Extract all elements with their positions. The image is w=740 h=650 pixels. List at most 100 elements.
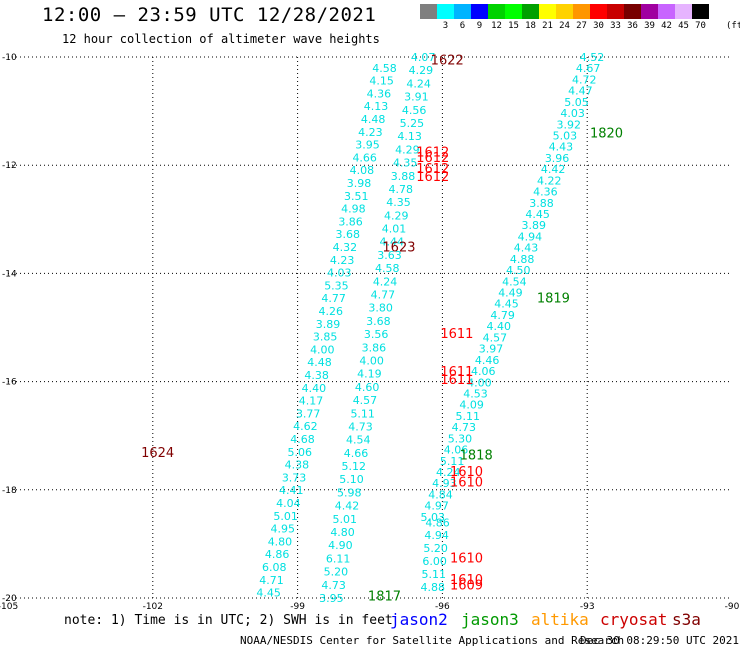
- legend-swatch: 15: [505, 4, 522, 31]
- wave-height-label: 5.01: [273, 510, 298, 523]
- wave-height-label: 4.94: [424, 529, 449, 542]
- wave-height-label: 4.06: [444, 444, 469, 457]
- wave-height-label: 4.56: [402, 104, 427, 117]
- wave-height-label: 4.67: [576, 62, 601, 75]
- legend-swatch: 45: [675, 4, 692, 31]
- pass-time-label: 1611: [440, 327, 473, 342]
- legend-swatch: 30: [590, 4, 607, 31]
- wave-height-label: 3.95: [319, 592, 344, 605]
- wave-height-label: 4.00: [467, 376, 492, 389]
- wave-height-label: 5.11: [421, 568, 446, 581]
- wave-height-label: 4.45: [494, 298, 519, 311]
- lat-tick-label: -10: [2, 53, 17, 63]
- wave-height-label: 4.03: [327, 267, 352, 280]
- wave-height-label: 4.68: [290, 433, 315, 446]
- satellite-label-jason2: jason2: [390, 610, 448, 629]
- legend-swatch: 42: [658, 4, 675, 31]
- legend-swatch-label: 30: [593, 21, 604, 31]
- wave-height-label: 4.73: [452, 421, 477, 434]
- wave-height-label: 4.06: [471, 365, 496, 378]
- pass-time-label: 1611: [440, 373, 473, 388]
- wave-height-label: 4.04: [276, 497, 301, 510]
- map-title: 12:00 – 23:59 UTC 12/28/2021: [42, 4, 377, 26]
- wave-height-label: 3.96: [545, 152, 570, 165]
- wave-height-label: 4.58: [375, 262, 400, 275]
- wave-height-label: 4.38: [304, 369, 329, 382]
- legend-swatch-label: 6: [459, 21, 466, 31]
- wave-height-label: 3.89: [316, 318, 341, 331]
- wave-height-label: 5.20: [423, 542, 448, 555]
- wave-height-label: 3.68: [366, 315, 391, 328]
- lon-tick-label: -93: [580, 602, 595, 610]
- pass-time-label: 1611: [440, 365, 473, 380]
- wave-height-label: 4.47: [568, 85, 593, 98]
- wave-height-label: 3.85: [313, 331, 338, 344]
- wave-height-label: 4.43: [514, 242, 539, 255]
- wave-height-label: 4.23: [358, 126, 383, 139]
- wave-height-label: 4.48: [307, 356, 332, 369]
- wave-height-label: 5.10: [339, 473, 364, 486]
- pass-time-label: 1624: [141, 446, 174, 461]
- wave-height-label: 4.38: [285, 459, 310, 472]
- wave-height-label: 4.15: [369, 75, 394, 88]
- wave-height-label: 5.12: [342, 460, 367, 473]
- wave-height-label: 4.09: [459, 399, 484, 412]
- map-subtitle: 12 hour collection of altimeter wave hei…: [62, 32, 380, 46]
- wave-height-label: 3.63: [377, 249, 402, 262]
- satellite-label-jason3: jason3: [461, 610, 519, 629]
- wave-height-label: 5.01: [333, 513, 358, 526]
- wave-height-label: 4.35: [386, 196, 411, 209]
- wave-height-label: 4.57: [483, 331, 508, 344]
- wave-height-label: 5.05: [564, 96, 589, 109]
- wave-height-label: 4.00: [310, 343, 335, 356]
- legend-swatch-label: 27: [576, 21, 587, 31]
- wave-height-label: 4.01: [382, 223, 407, 236]
- wave-height-label: 4.42: [335, 500, 360, 513]
- wave-height-map: -105 -102 -99 -96 -93 -90 -10 -12 -14 -16 -18 -20 4.…: [0, 51, 740, 610]
- legend-swatch: 6: [454, 4, 471, 31]
- pass-time-label: 1623: [382, 240, 415, 255]
- wave-height-label: 4.44: [380, 236, 405, 249]
- wave-height-label: 4.73: [348, 420, 373, 433]
- wave-height-label: 4.73: [321, 579, 346, 592]
- wave-height-label: 4.80: [268, 535, 293, 548]
- wave-height-label: 4.22: [537, 174, 562, 187]
- wave-height-label: 3.95: [355, 139, 380, 152]
- wave-height-label: 4.07: [411, 51, 436, 64]
- wave-height-label: 4.08: [350, 164, 375, 177]
- pass-time-label: 1818: [460, 449, 493, 464]
- color-legend: 3 6 9 12 15 18 21 24 27 30 33 36 39 42 45 70: [420, 4, 709, 31]
- wave-height-label: 4.90: [328, 539, 353, 552]
- wave-height-label: 4.48: [361, 113, 386, 126]
- wave-height-label: 4.40: [302, 382, 327, 395]
- wave-height-label: 6.00: [422, 555, 447, 568]
- wave-height-label: 4.24: [436, 466, 461, 479]
- pass-time-label: 1612: [416, 162, 449, 177]
- lat-tick-label: -12: [2, 161, 17, 171]
- satellite-label-altika: altika: [531, 610, 589, 629]
- wave-height-label: 4.45: [525, 208, 550, 221]
- legend-swatch-label: 45: [678, 21, 689, 31]
- wave-height-label: 5.03: [420, 511, 445, 524]
- wave-height-label: 4.19: [357, 368, 382, 381]
- wave-height-label: 4.86: [425, 516, 450, 529]
- legend-swatch-label: 70: [695, 21, 706, 31]
- wave-height-label: 5.11: [350, 407, 375, 420]
- pass-time-label: 1622: [431, 54, 464, 69]
- wave-height-label: 3.88: [529, 197, 554, 210]
- wave-height-label: 3.97: [479, 343, 504, 356]
- lat-tick-label: -18: [2, 486, 17, 496]
- legend-swatch-label: 18: [525, 21, 536, 31]
- footer-credit: NOAA/NESDIS Center for Satellite Applica…: [240, 634, 625, 647]
- wave-height-label: 4.57: [353, 394, 378, 407]
- wave-height-label: 4.50: [506, 264, 531, 277]
- wave-height-label: 4.88: [420, 581, 445, 594]
- wave-height-label: 3.98: [347, 177, 372, 190]
- pass-time-label: 1612: [416, 170, 449, 185]
- wave-height-label: 4.88: [510, 253, 535, 266]
- pass-time-label: 1609: [450, 578, 483, 593]
- wave-height-label: 5.06: [287, 446, 312, 459]
- legend-swatch: 9: [471, 4, 488, 31]
- wave-height-label: 3.86: [362, 341, 387, 354]
- wave-height-label: 5.11: [455, 410, 480, 423]
